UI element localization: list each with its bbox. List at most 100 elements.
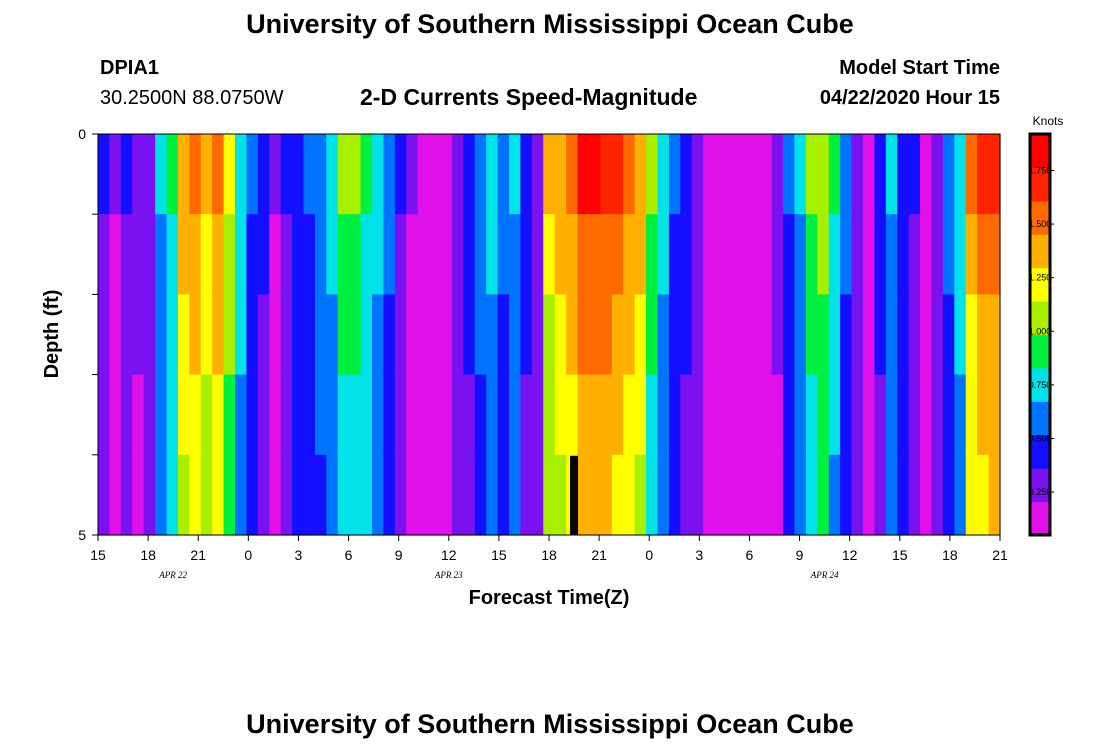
heatmap-cell — [874, 454, 887, 536]
heatmap-cell — [543, 134, 556, 215]
heatmap-cell — [760, 134, 773, 215]
x-tick-label: 12 — [842, 547, 858, 563]
heatmap-cell — [897, 214, 910, 295]
footer-title: University of Southern Mississippi Ocean… — [246, 709, 854, 739]
heatmap-cell — [748, 134, 761, 215]
heatmap-cell — [246, 454, 259, 536]
heatmap-cell — [269, 454, 282, 536]
heatmap-cell — [440, 214, 453, 295]
heatmap-cell — [303, 374, 316, 456]
heatmap-cell — [657, 214, 670, 295]
heatmap-cell — [965, 134, 978, 215]
heatmap-cell — [372, 454, 385, 536]
heatmap-cell — [303, 454, 316, 536]
heatmap-cell — [920, 134, 933, 215]
heatmap-cell — [931, 454, 944, 536]
heatmap-cell — [828, 374, 841, 456]
heatmap-cell — [748, 454, 761, 536]
heatmap-cell — [646, 374, 659, 456]
heatmap-cell — [292, 374, 305, 456]
heatmap-cell — [349, 214, 362, 295]
heatmap-cell — [132, 374, 145, 456]
heatmap-cell — [246, 294, 259, 376]
heatmap-cell — [965, 454, 978, 536]
heatmap-cell — [668, 294, 681, 376]
date-label: APR 22 — [158, 570, 187, 580]
heatmap-cell — [223, 294, 236, 376]
heatmap-cell — [783, 374, 796, 456]
heatmap-cell — [611, 294, 624, 376]
heatmap-cell — [554, 134, 567, 215]
heatmap-cell — [942, 294, 955, 376]
heatmap-cell — [429, 294, 442, 376]
heatmap-cell — [269, 134, 282, 215]
heatmap-cell — [509, 214, 522, 295]
heatmap-cell — [725, 134, 738, 215]
heatmap-cell — [246, 374, 259, 456]
heatmap-cell — [326, 294, 339, 376]
heatmap-cell — [520, 374, 533, 456]
heatmap-cell — [931, 134, 944, 215]
heatmap-cell — [429, 214, 442, 295]
heatmap-cell — [383, 214, 396, 295]
heatmap-cell — [668, 134, 681, 215]
heatmap-cell — [600, 454, 613, 536]
heatmap-cell — [897, 454, 910, 536]
heatmap-cell — [646, 294, 659, 376]
heatmap-cell — [942, 374, 955, 456]
heatmap-cell — [520, 454, 533, 536]
heatmap-cell — [406, 134, 419, 215]
heatmap-cell — [862, 214, 876, 295]
heatmap-cell — [372, 214, 385, 295]
heatmap-cell — [280, 294, 293, 376]
heatmap-cell — [360, 214, 373, 295]
heatmap-cell — [965, 374, 978, 456]
heatmap-cell — [725, 294, 738, 376]
heatmap-cell — [257, 454, 270, 536]
heatmap-cell — [714, 134, 727, 215]
colorbar-swatch — [1030, 367, 1050, 402]
heatmap-cell — [988, 294, 1001, 376]
heatmap-cell — [851, 454, 864, 536]
heatmap-cell — [166, 374, 179, 456]
heatmap-cell — [908, 294, 921, 376]
heatmap-cell — [977, 454, 990, 536]
heatmap-cell — [760, 214, 773, 295]
heatmap-cell — [554, 294, 567, 376]
heatmap-cell — [760, 374, 773, 456]
heatmap-cell — [406, 214, 419, 295]
heatmap-cell — [223, 454, 236, 536]
heatmap-cell — [155, 294, 168, 376]
heatmap-cell — [874, 214, 887, 295]
colorbar-frame — [1028, 132, 1052, 537]
heatmap-cell — [257, 214, 270, 295]
heatmap-cell — [200, 214, 213, 295]
heatmap-cell — [737, 294, 750, 376]
heatmap-cell — [383, 134, 396, 215]
heatmap-cell — [177, 134, 190, 215]
heatmap-cell — [920, 454, 933, 536]
heatmap-cell — [337, 374, 350, 456]
heatmap-cell — [657, 454, 670, 536]
heatmap-cell — [714, 214, 727, 295]
heatmap-cell — [417, 454, 430, 536]
colorbar-swatch — [1030, 334, 1050, 369]
heatmap-cell — [257, 134, 270, 215]
heatmap-cell — [474, 134, 487, 215]
heatmap-cell — [543, 454, 556, 536]
heatmap-cell — [189, 294, 202, 376]
heatmap-cell — [531, 134, 544, 215]
missing-data-bar — [570, 455, 579, 535]
heatmap-cell — [109, 134, 122, 215]
heatmap-cell — [897, 134, 910, 215]
heatmap-cell — [132, 134, 145, 215]
heatmap-cell — [931, 374, 944, 456]
heatmap-cell — [200, 134, 213, 215]
heatmap-cell — [600, 214, 613, 295]
heatmap-cell — [862, 374, 876, 456]
heatmap-cell — [748, 214, 761, 295]
heatmap-cell — [143, 374, 156, 456]
heatmap-cell — [566, 374, 579, 456]
heatmap-cell — [189, 454, 202, 536]
heatmap-cell — [372, 374, 385, 456]
